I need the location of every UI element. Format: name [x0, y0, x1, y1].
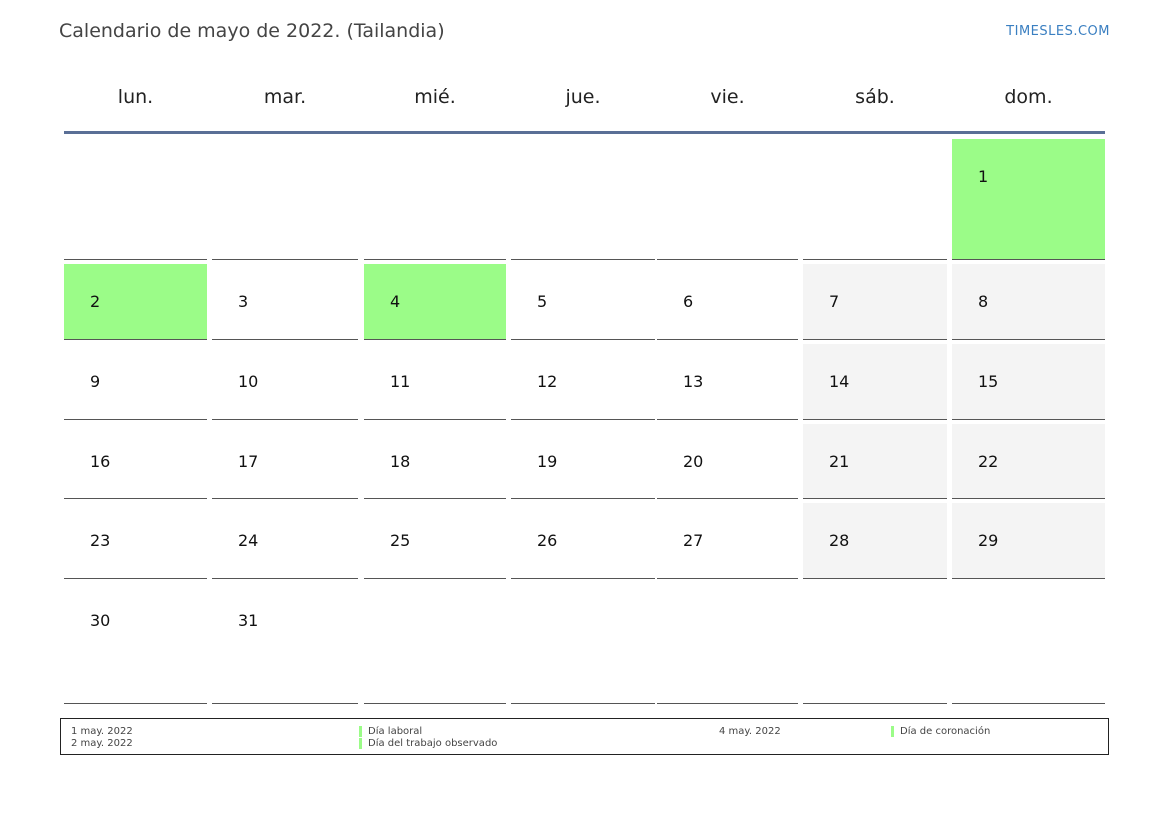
weekday-3: jue. — [565, 86, 601, 108]
calendar-day: 29 — [952, 503, 1105, 579]
calendar-day: 1 — [952, 139, 1105, 260]
legend-name-3: Día de coronación — [900, 726, 991, 737]
day-number: 9 — [90, 372, 101, 391]
calendar-day: 17 — [212, 424, 358, 499]
calendar-day: 19 — [511, 424, 655, 499]
weekday-1: mar. — [263, 86, 307, 108]
day-number: 26 — [537, 531, 558, 550]
day-number: 19 — [537, 452, 558, 471]
weekday-2: mié. — [414, 86, 456, 108]
legend-holiday-marker — [359, 726, 362, 737]
day-number: 6 — [683, 292, 694, 311]
day-number: 31 — [238, 611, 259, 630]
calendar-day: 2 — [64, 264, 207, 340]
legend-holiday-marker — [359, 738, 362, 749]
calendar-day-empty — [952, 583, 1105, 704]
calendar-day-empty — [511, 139, 655, 260]
weekday-6: dom. — [1004, 86, 1053, 108]
day-number: 25 — [390, 531, 411, 550]
legend-name-1: Día laboral — [368, 726, 423, 737]
calendar-day: 7 — [803, 264, 947, 340]
calendar-day-empty — [64, 139, 207, 260]
calendar-day-empty — [657, 139, 798, 260]
day-number: 10 — [238, 372, 259, 391]
calendar-day: 8 — [952, 264, 1105, 340]
day-number: 1 — [978, 167, 989, 186]
day-number: 20 — [683, 452, 704, 471]
calendar-day: 9 — [64, 344, 207, 420]
calendar-day: 12 — [511, 344, 655, 420]
legend-date-3: 4 may. 2022 — [719, 726, 781, 737]
day-number: 27 — [683, 531, 704, 550]
calendar-day-empty — [657, 583, 798, 704]
day-number: 14 — [829, 372, 850, 391]
day-number: 2 — [90, 292, 101, 311]
day-number: 24 — [238, 531, 259, 550]
day-number: 22 — [978, 452, 999, 471]
day-number: 3 — [238, 292, 249, 311]
legend-holiday-marker — [891, 726, 894, 737]
calendar-day: 13 — [657, 344, 798, 420]
weekday-5: sáb. — [855, 86, 895, 108]
day-number: 16 — [90, 452, 111, 471]
legend-date-2: 2 may. 2022 — [71, 738, 133, 749]
calendar-day: 22 — [952, 424, 1105, 499]
calendar-day-empty — [511, 583, 655, 704]
calendar-day-empty — [212, 139, 358, 260]
day-number: 13 — [683, 372, 704, 391]
calendar-day: 6 — [657, 264, 798, 340]
day-number: 21 — [829, 452, 850, 471]
day-number: 30 — [90, 611, 111, 630]
calendar-day: 18 — [364, 424, 506, 499]
calendar-day: 31 — [212, 583, 358, 704]
calendar-day: 23 — [64, 503, 207, 579]
legend-date-1: 1 may. 2022 — [71, 726, 133, 737]
weekday-header-row: lun. mar. mié. jue. vie. sáb. dom. — [0, 86, 1169, 116]
calendar-day-empty — [364, 139, 506, 260]
calendar-day-empty — [803, 583, 947, 704]
calendar-day: 11 — [364, 344, 506, 420]
day-number: 28 — [829, 531, 850, 550]
day-number: 7 — [829, 292, 840, 311]
calendar-day-empty — [803, 139, 947, 260]
calendar-day: 27 — [657, 503, 798, 579]
day-number: 11 — [390, 372, 411, 391]
page-title: Calendario de mayo de 2022. (Tailandia) — [59, 20, 445, 42]
calendar-day: 5 — [511, 264, 655, 340]
calendar-day-empty — [364, 583, 506, 704]
day-number: 8 — [978, 292, 989, 311]
calendar-day: 30 — [64, 583, 207, 704]
day-number: 29 — [978, 531, 999, 550]
calendar-day: 28 — [803, 503, 947, 579]
weekday-0: lun. — [117, 86, 154, 108]
calendar-day: 21 — [803, 424, 947, 499]
header-divider — [64, 131, 1105, 134]
calendar-day: 10 — [212, 344, 358, 420]
brand-link[interactable]: TIMESLES.COM — [1006, 24, 1110, 39]
calendar-day: 14 — [803, 344, 947, 420]
calendar-day: 24 — [212, 503, 358, 579]
day-number: 18 — [390, 452, 411, 471]
calendar-day: 25 — [364, 503, 506, 579]
calendar-day: 15 — [952, 344, 1105, 420]
calendar-day: 16 — [64, 424, 207, 499]
calendar-day: 26 — [511, 503, 655, 579]
holiday-legend: 1 may. 2022 2 may. 2022 Día laboral Día … — [60, 718, 1109, 755]
calendar-day: 4 — [364, 264, 506, 340]
day-number: 5 — [537, 292, 548, 311]
day-number: 15 — [978, 372, 999, 391]
day-number: 12 — [537, 372, 558, 391]
weekday-4: vie. — [710, 86, 745, 108]
legend-name-2: Día del trabajo observado — [368, 738, 498, 749]
day-number: 4 — [390, 292, 401, 311]
day-number: 23 — [90, 531, 111, 550]
day-number: 17 — [238, 452, 259, 471]
calendar-day: 3 — [212, 264, 358, 340]
calendar-day: 20 — [657, 424, 798, 499]
